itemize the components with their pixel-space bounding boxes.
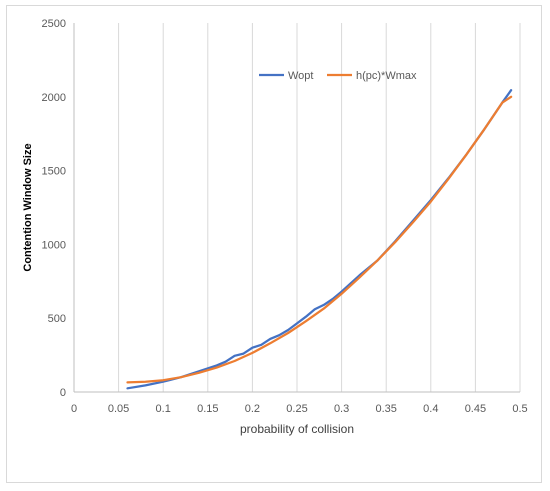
x-tick-label: 0.2 <box>245 403 260 415</box>
x-tick-label: 0.4 <box>423 403 438 415</box>
legend-label: Wopt <box>288 70 313 82</box>
x-tick-label: 0.25 <box>286 403 307 415</box>
chart-frame <box>6 5 542 483</box>
x-tick-label: 0.3 <box>334 403 349 415</box>
y-axis-title: Contention Window Size <box>22 143 34 271</box>
y-tick-label: 2000 <box>42 92 66 104</box>
legend-label: h(pc)*Wmax <box>356 70 417 82</box>
series-line-wopt <box>126 89 513 390</box>
y-tick-label: 0 <box>60 387 66 399</box>
x-tick-label: 0.5 <box>512 403 527 415</box>
x-tick-label: 0.15 <box>197 403 218 415</box>
x-tick-label: 0.05 <box>108 403 129 415</box>
y-tick-label: 1500 <box>42 166 66 178</box>
y-tick-label: 2500 <box>42 18 66 30</box>
series-line-h-pc-wmax <box>126 95 513 384</box>
x-tick-label: 0.45 <box>465 403 486 415</box>
x-tick-label: 0.1 <box>156 403 171 415</box>
y-tick-label: 500 <box>48 313 66 325</box>
x-tick-label: 0 <box>71 403 77 415</box>
x-tick-label: 0.35 <box>375 403 396 415</box>
x-axis-title: probability of collision <box>240 422 354 436</box>
y-tick-label: 1000 <box>42 239 66 251</box>
